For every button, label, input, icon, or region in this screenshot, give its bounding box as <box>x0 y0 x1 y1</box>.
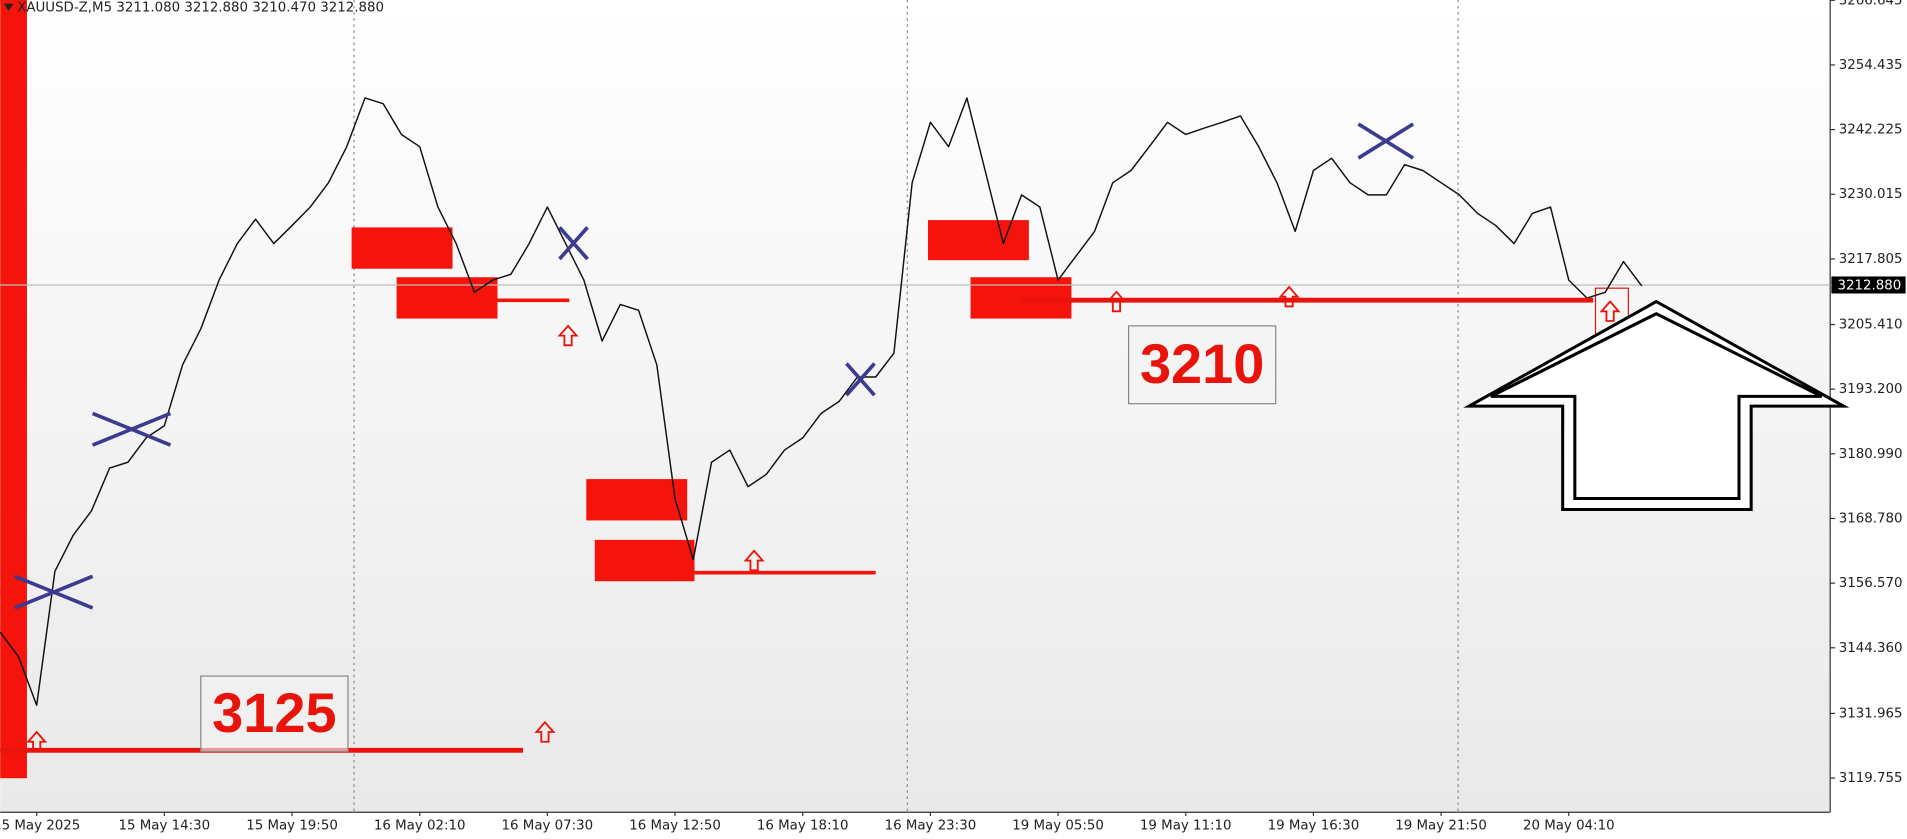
symbol-icon <box>3 3 14 11</box>
x-tick-label: 19 May 16:30 <box>1268 819 1360 834</box>
cross-mark <box>1357 122 1415 160</box>
zone <box>396 277 498 319</box>
x-tick-label: 15 May 14:30 <box>119 819 211 834</box>
up-arrow <box>1599 300 1621 322</box>
x-tick-label: 19 May 05:50 <box>1012 819 1104 834</box>
zone <box>594 539 695 582</box>
y-tick-label: 3242.225 <box>1839 123 1903 138</box>
y-tick-label: 3144.360 <box>1839 641 1903 656</box>
x-tick-label: 16 May 23:30 <box>885 819 977 834</box>
up-arrow <box>1105 290 1127 313</box>
current-price-tag <box>1831 276 1906 294</box>
cross-mark <box>91 411 172 447</box>
big-arrow <box>1463 299 1850 511</box>
y-tick-label: 3168.780 <box>1839 511 1903 526</box>
big-arrow-inner <box>1490 312 1823 501</box>
price-line <box>0 97 1643 707</box>
x-tick-label: 15 May 19:50 <box>246 819 338 834</box>
zone <box>351 227 453 269</box>
current-price-label: 3212.880 <box>1837 279 1901 294</box>
y-tick-label: 3131.965 <box>1839 706 1903 721</box>
y-tick-label: 3193.200 <box>1839 382 1903 397</box>
zones <box>0 0 1072 779</box>
zone <box>0 0 27 779</box>
up-arrow <box>534 720 556 743</box>
y-tick-label: 3205.410 <box>1839 318 1903 333</box>
price-axis-area <box>1830 0 1907 839</box>
x-tick-label: 16 May 12:50 <box>629 819 721 834</box>
x-tick-label: 16 May 02:10 <box>374 819 466 834</box>
zone <box>927 220 1029 261</box>
x-tick-label: 19 May 11:10 <box>1140 819 1232 834</box>
x-tick-label: 16 May 18:10 <box>757 819 849 834</box>
zone <box>586 479 688 521</box>
x-tick-label: 19 May 21:50 <box>1395 819 1487 834</box>
cross-mark <box>558 226 589 261</box>
up-arrows <box>26 285 1629 753</box>
x-tick-label: 16 May 07:30 <box>502 819 594 834</box>
cross-mark <box>14 574 94 610</box>
y-tick-label: 3156.570 <box>1839 576 1903 591</box>
y-tick-label: 3266.645 <box>1839 0 1903 8</box>
y-tick-label: 3230.015 <box>1839 187 1903 202</box>
cross-mark <box>845 362 876 397</box>
up-arrow <box>557 324 579 347</box>
data-layer: 3125 3210 <box>0 97 1831 753</box>
key-level-box <box>1127 325 1277 405</box>
key-level-box <box>200 675 349 753</box>
y-tick-label: 3254.435 <box>1839 58 1903 73</box>
minor-levels <box>469 298 876 575</box>
key-level-label: 3210 <box>1140 332 1264 395</box>
y-tick-label: 3217.805 <box>1839 252 1903 267</box>
cross-marks <box>14 122 1415 610</box>
y-tick-label: 3180.990 <box>1839 447 1903 462</box>
key-level-label: 3125 <box>212 681 336 744</box>
x-tick-label: 20 May 04:10 <box>1523 819 1615 834</box>
time-axis-area <box>0 812 1831 839</box>
x-tick-label: 15 May 2025 <box>0 819 80 834</box>
up-arrow <box>26 730 48 753</box>
day-separators <box>353 0 1459 813</box>
up-arrow <box>743 549 765 572</box>
big-arrow-outer <box>1463 299 1850 511</box>
y-tick-label: 3119.755 <box>1839 771 1903 786</box>
chart-title: XAUUSD-Z,M5 3211.080 3212.880 3210.470 3… <box>17 0 384 15</box>
